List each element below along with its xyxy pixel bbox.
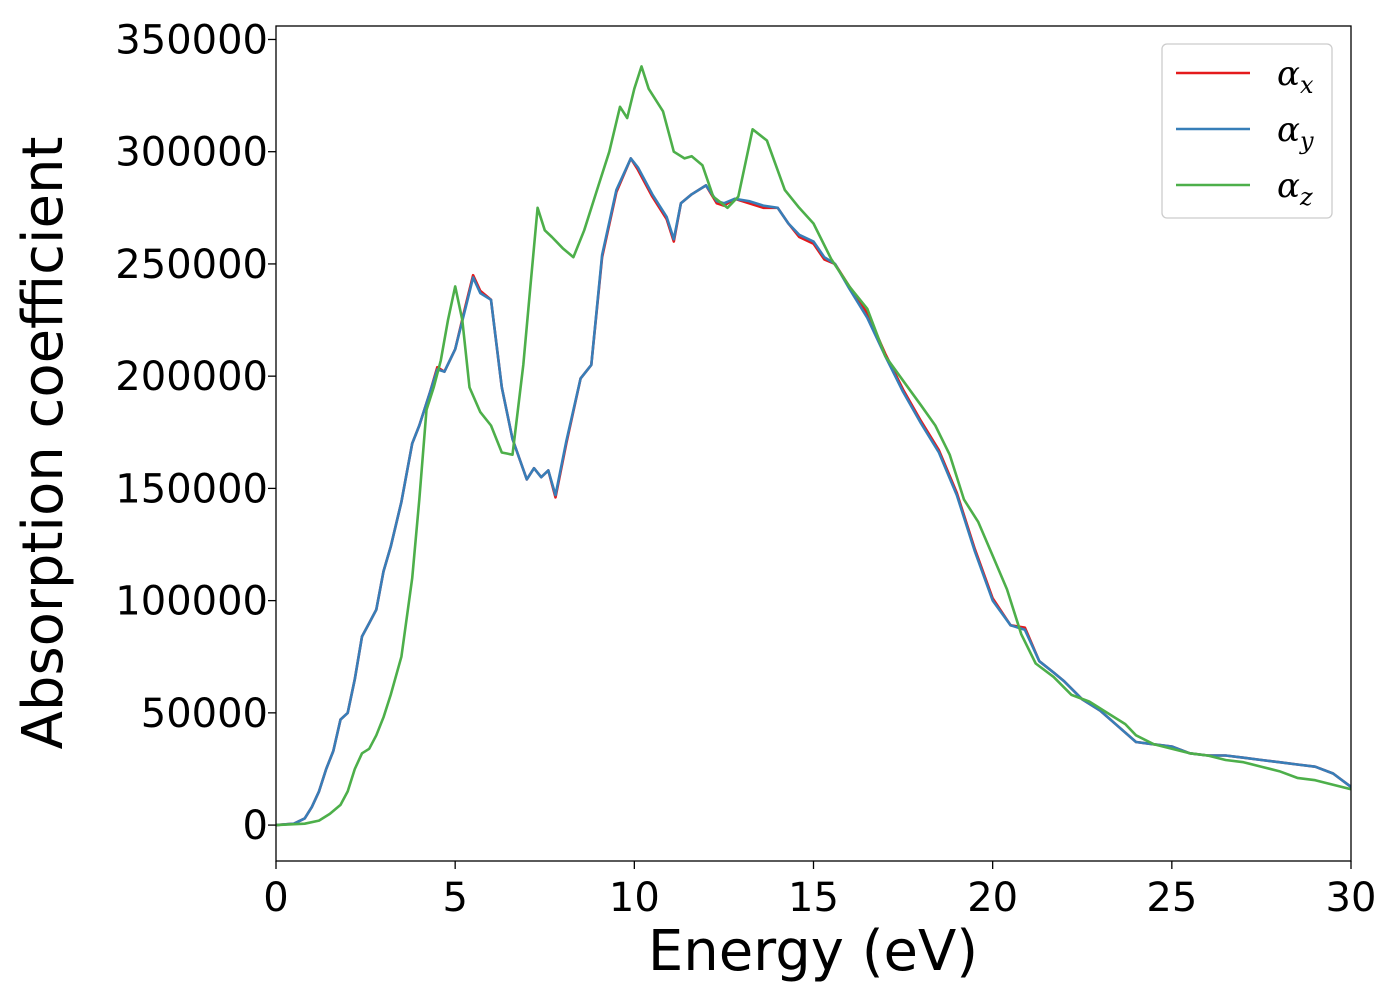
- y-tick-label: 150000: [115, 466, 268, 512]
- legend: αx αy αz: [1161, 43, 1333, 219]
- x-tick-label: 10: [609, 875, 660, 921]
- y-tick-label: 100000: [115, 579, 268, 625]
- y-tick-label: 300000: [115, 130, 268, 176]
- series-line-alpha-y: [276, 157, 1351, 827]
- x-tick-label: 0: [263, 875, 288, 921]
- y-tick-label: 0: [243, 803, 268, 849]
- x-axis-label: Energy (eV): [648, 919, 978, 984]
- x-tick-label: 25: [1146, 875, 1197, 921]
- series-line-alpha-x: [276, 157, 1351, 827]
- y-tick-label: 250000: [115, 242, 268, 288]
- y-tick-label: 350000: [115, 17, 268, 63]
- series-lines: [276, 65, 1351, 827]
- y-tick-label: 50000: [141, 691, 268, 737]
- x-tick-label: 5: [442, 875, 467, 921]
- legend-box: [1161, 43, 1333, 219]
- y-axis-ticks: 0 50000 100000 150000 200000 250000 300000 3500…: [115, 17, 276, 849]
- y-tick-label: 200000: [115, 354, 268, 400]
- x-axis-ticks: 0 5 10 15 20 25 30: [263, 861, 1376, 921]
- legend-label-alpha-y: αy: [1277, 110, 1314, 155]
- plot-frame: [275, 25, 1352, 862]
- legend-label-alpha-x: αx: [1277, 54, 1314, 99]
- series-line-alpha-z: [276, 65, 1351, 827]
- x-tick-label: 15: [788, 875, 839, 921]
- x-tick-label: 20: [967, 875, 1018, 921]
- x-tick-label: 30: [1326, 875, 1377, 921]
- legend-label-alpha-z: αz: [1277, 166, 1313, 211]
- y-axis-label: Absorption coefficient: [11, 137, 76, 750]
